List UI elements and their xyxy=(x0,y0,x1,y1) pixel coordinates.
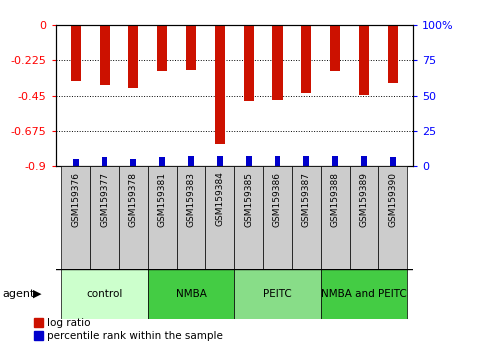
Bar xyxy=(73,159,79,166)
Bar xyxy=(177,166,205,269)
Bar xyxy=(321,166,350,269)
Bar xyxy=(388,25,398,83)
Text: NMBA and PEITC: NMBA and PEITC xyxy=(321,289,407,299)
Text: GSM159385: GSM159385 xyxy=(244,172,253,227)
Text: GSM159376: GSM159376 xyxy=(71,172,80,227)
Bar xyxy=(61,269,148,319)
Text: GSM159377: GSM159377 xyxy=(100,172,109,227)
Bar xyxy=(205,166,234,269)
Bar xyxy=(292,166,321,269)
Bar xyxy=(159,157,165,166)
Bar xyxy=(359,25,369,95)
Bar xyxy=(61,166,90,269)
Bar xyxy=(188,156,194,166)
Bar xyxy=(148,166,177,269)
Bar xyxy=(101,157,107,166)
Text: GSM159389: GSM159389 xyxy=(359,172,369,227)
Bar xyxy=(303,156,309,166)
Bar xyxy=(246,156,252,166)
Bar xyxy=(275,156,280,166)
Text: GSM159384: GSM159384 xyxy=(215,172,224,227)
Text: GSM159386: GSM159386 xyxy=(273,172,282,227)
Bar xyxy=(378,166,407,269)
Bar xyxy=(361,156,367,166)
Bar xyxy=(157,25,167,71)
Bar xyxy=(90,166,119,269)
Bar xyxy=(130,159,136,166)
Bar xyxy=(390,157,396,166)
Text: GSM159383: GSM159383 xyxy=(186,172,196,227)
Bar xyxy=(215,25,225,144)
Bar xyxy=(186,25,196,70)
Bar xyxy=(234,166,263,269)
Bar xyxy=(217,156,223,166)
Bar xyxy=(272,25,283,100)
Text: PEITC: PEITC xyxy=(263,289,292,299)
Bar xyxy=(321,269,407,319)
Bar xyxy=(350,166,378,269)
Bar xyxy=(301,25,312,93)
Bar xyxy=(99,25,110,85)
Bar xyxy=(332,156,338,166)
Bar xyxy=(119,166,148,269)
Text: GSM159390: GSM159390 xyxy=(388,172,398,227)
Text: agent: agent xyxy=(2,289,35,299)
Bar xyxy=(128,25,139,88)
Text: ▶: ▶ xyxy=(33,289,42,299)
Bar xyxy=(71,25,81,81)
Bar xyxy=(263,166,292,269)
Bar xyxy=(330,25,340,71)
Text: control: control xyxy=(86,289,123,299)
Bar xyxy=(234,269,321,319)
Bar xyxy=(243,25,254,101)
Text: GSM159388: GSM159388 xyxy=(331,172,340,227)
Bar xyxy=(148,269,234,319)
Text: GSM159378: GSM159378 xyxy=(129,172,138,227)
Text: GSM159381: GSM159381 xyxy=(157,172,167,227)
Legend: log ratio, percentile rank within the sample: log ratio, percentile rank within the sa… xyxy=(29,314,227,345)
Text: GSM159387: GSM159387 xyxy=(302,172,311,227)
Text: NMBA: NMBA xyxy=(176,289,206,299)
